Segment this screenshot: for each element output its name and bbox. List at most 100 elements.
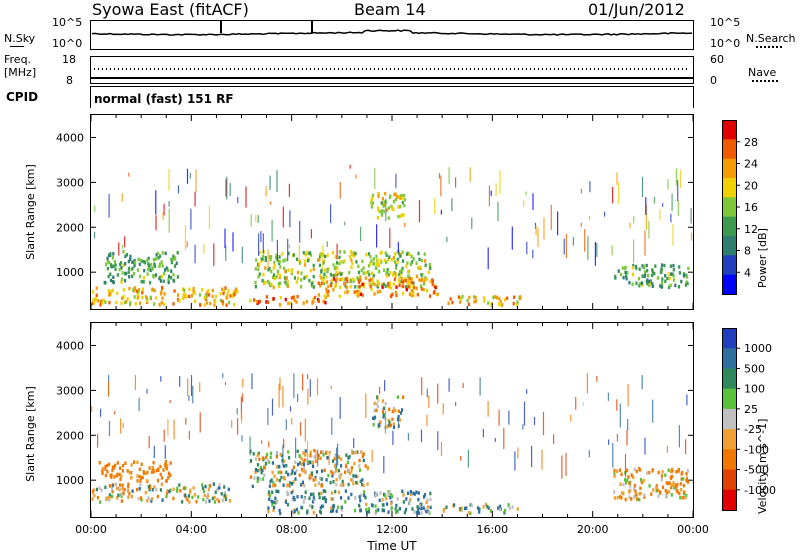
heatmap-cell: [273, 505, 276, 510]
heatmap-streak: [265, 186, 267, 197]
heatmap-cell: [667, 272, 670, 276]
heatmap-cell: [115, 482, 118, 487]
heatmap-cell: [347, 482, 350, 487]
heatmap-streak: [168, 201, 170, 207]
heatmap-cell: [355, 260, 358, 264]
heatmap-cell: [189, 488, 192, 492]
heatmap-cell: [172, 496, 175, 501]
heatmap-cell: [420, 273, 423, 277]
heatmap-cell: [104, 467, 107, 471]
heatmap-cell: [338, 473, 341, 478]
heatmap-cell: [92, 298, 95, 302]
heatmap-cell: [162, 468, 165, 472]
heatmap-cell: [377, 192, 380, 196]
heatmap-cell: [223, 485, 226, 489]
heatmap-cell: [184, 486, 187, 491]
heatmap-streak: [522, 424, 524, 430]
heatmap-cell: [139, 258, 142, 262]
heatmap-streak: [107, 381, 110, 397]
heatmap-cell: [642, 264, 645, 268]
heatmap-cell: [202, 497, 205, 502]
heatmap-cell: [127, 495, 130, 499]
heatmap-cell: [386, 257, 390, 262]
noise-left-tick-bottom: 10^0: [52, 37, 83, 50]
heatmap-cell: [380, 201, 383, 205]
heatmap-cell: [259, 465, 263, 470]
heatmap-cell: [348, 270, 351, 275]
heatmap-cell: [392, 282, 395, 286]
heatmap-cell: [634, 489, 637, 494]
heatmap-cell: [391, 409, 394, 414]
heatmap-cell: [318, 258, 321, 262]
x-tick-label: 04:00: [175, 523, 207, 536]
heatmap-cell: [358, 289, 361, 293]
heatmap-cell: [669, 264, 672, 268]
heatmap-cell: [398, 270, 402, 274]
heatmap-cell: [396, 497, 399, 501]
heatmap-cell: [381, 285, 384, 289]
heatmap-cell: [138, 288, 141, 292]
heatmap-cell: [345, 277, 348, 281]
heatmap-streak: [163, 203, 165, 216]
heatmap-cell: [148, 487, 151, 492]
heatmap-cell: [278, 303, 282, 307]
heatmap-cell: [499, 299, 502, 304]
heatmap-streak: [531, 446, 533, 468]
heatmap-cell: [258, 457, 261, 462]
heatmap-cell: [208, 499, 211, 503]
heatmap-cell: [660, 267, 663, 271]
heatmap-cell: [365, 253, 368, 257]
heatmap-cell: [333, 277, 336, 281]
heatmap-cell: [685, 472, 688, 476]
heatmap-cell: [318, 492, 321, 496]
heatmap-streak: [241, 435, 243, 442]
heatmap-streak: [420, 429, 423, 443]
heatmap-cell: [663, 263, 666, 268]
heatmap-streak: [128, 172, 130, 177]
heatmap-cell: [387, 284, 390, 289]
heatmap-cell: [402, 500, 405, 504]
heatmap-cell: [108, 496, 111, 500]
heatmap-cell: [296, 295, 299, 299]
heatmap-cell: [284, 269, 287, 274]
heatmap-cell: [373, 292, 376, 296]
heatmap-streak: [659, 209, 661, 221]
heatmap-cell: [110, 475, 113, 479]
heatmap-cell: [359, 275, 362, 279]
heatmap-cell: [205, 301, 209, 305]
heatmap-cell: [279, 511, 282, 516]
heatmap-cell: [254, 267, 257, 271]
heatmap-cell: [392, 255, 395, 260]
heatmap-streak: [307, 374, 309, 380]
heatmap-cell: [387, 282, 390, 286]
heatmap-cell: [159, 488, 162, 492]
heatmap-cell: [361, 293, 364, 297]
heatmap-streak: [385, 198, 387, 222]
heatmap-cell: [385, 260, 388, 264]
heatmap-cell: [136, 292, 139, 297]
heatmap-cell: [665, 494, 668, 498]
heatmap-cell: [318, 495, 321, 500]
heatmap-cell: [168, 489, 171, 494]
heatmap-cell: [387, 423, 390, 428]
heatmap-cell: [390, 286, 393, 290]
heatmap-cell: [317, 453, 320, 458]
heatmap-cell: [383, 268, 386, 272]
heatmap-streak: [561, 455, 563, 479]
heatmap-cell: [120, 474, 123, 479]
heatmap-streak: [302, 373, 304, 391]
heatmap-cell: [129, 254, 132, 259]
heatmap-cell: [398, 251, 401, 256]
heatmap-cell: [425, 277, 428, 282]
heatmap-cell: [323, 268, 327, 272]
heatmap-streak: [644, 437, 646, 455]
heatmap-cell: [373, 401, 376, 406]
heatmap-cell: [399, 196, 402, 200]
heatmap-cell: [687, 480, 690, 484]
heatmap-cell: [222, 291, 225, 296]
heatmap-cell: [294, 460, 297, 464]
heatmap-cell: [368, 282, 371, 287]
heatmap-streak: [282, 444, 284, 467]
heatmap-cell: [638, 497, 641, 502]
heatmap-cell: [332, 263, 335, 267]
